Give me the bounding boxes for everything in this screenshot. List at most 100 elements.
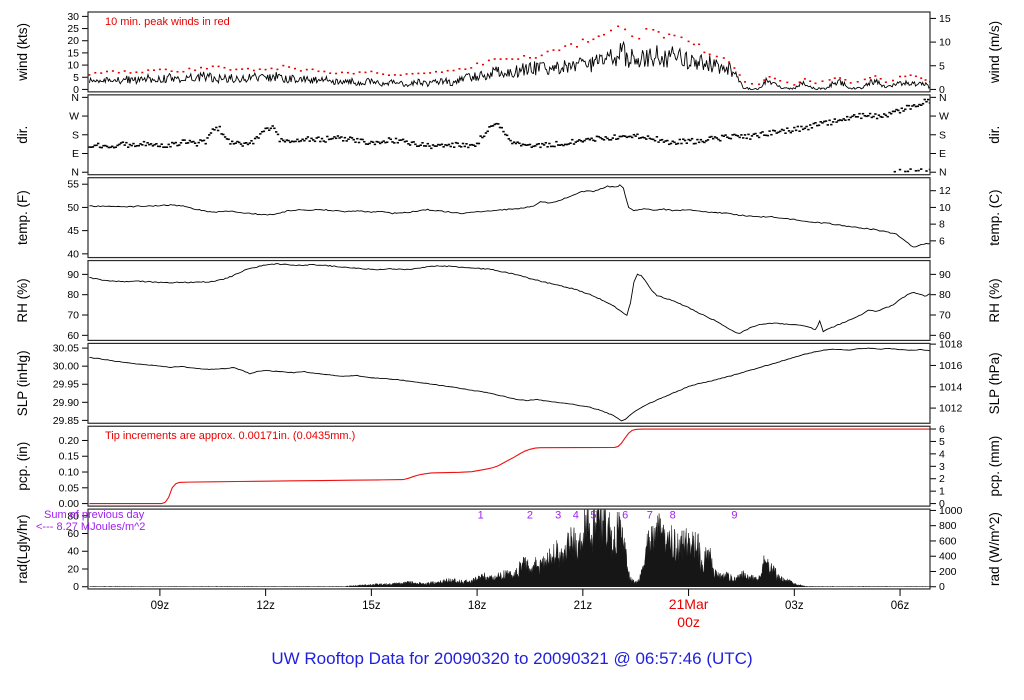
dir-point bbox=[391, 141, 394, 143]
x-tick-label: 12z bbox=[256, 600, 275, 612]
dir-point bbox=[634, 135, 637, 137]
dir-point bbox=[796, 125, 799, 128]
wind-point bbox=[435, 70, 437, 73]
dir-point bbox=[911, 105, 914, 107]
wind-point bbox=[904, 75, 907, 78]
dir-point bbox=[532, 145, 535, 148]
y-tick-label: 50 bbox=[67, 202, 79, 214]
dir-point bbox=[579, 140, 583, 142]
wind-point bbox=[914, 75, 917, 78]
wind-point bbox=[493, 58, 496, 60]
y-tick-label: 0.20 bbox=[59, 435, 80, 447]
y-tick-label: 29.95 bbox=[53, 379, 79, 391]
dir-point bbox=[313, 140, 317, 143]
wind-point bbox=[652, 29, 655, 31]
dir-point bbox=[907, 104, 911, 107]
wind-point bbox=[117, 71, 120, 74]
y-tick-label: 5 bbox=[939, 60, 945, 72]
wind-point bbox=[844, 79, 847, 81]
dir-point bbox=[898, 168, 902, 171]
dir-point bbox=[856, 116, 859, 118]
wind-point bbox=[299, 70, 302, 72]
panel-plot-area bbox=[89, 509, 930, 588]
wind-point bbox=[482, 63, 484, 66]
dir-point bbox=[169, 145, 172, 148]
dir-point bbox=[868, 112, 872, 115]
y-axis-label-right: SLP (hPa) bbox=[987, 352, 1002, 414]
wind-line-series bbox=[88, 40, 930, 91]
wind-point bbox=[147, 69, 150, 71]
dir-point bbox=[678, 138, 681, 141]
dir-point bbox=[627, 135, 630, 138]
dir-point bbox=[463, 145, 466, 148]
dir-point bbox=[146, 142, 149, 144]
dir-point bbox=[253, 137, 257, 140]
dir-point bbox=[220, 133, 223, 135]
y-tick-label: N bbox=[71, 92, 79, 104]
dir-point bbox=[507, 138, 510, 140]
rad-hour-marker: 5 bbox=[590, 510, 596, 522]
dir-point bbox=[326, 135, 329, 138]
dir-point bbox=[377, 141, 380, 143]
dir-point bbox=[188, 139, 192, 142]
dir-point bbox=[329, 138, 332, 140]
dir-point bbox=[483, 135, 486, 138]
y-tick-label: N bbox=[71, 167, 79, 179]
dir-point bbox=[581, 141, 584, 143]
dir-point bbox=[193, 142, 197, 144]
y-tick-label: 3 bbox=[939, 461, 945, 473]
wind-point bbox=[358, 71, 361, 73]
dir-point bbox=[909, 108, 912, 110]
dir-point bbox=[227, 138, 230, 141]
dir-point bbox=[583, 139, 586, 142]
dir-point bbox=[278, 140, 281, 143]
wind-point bbox=[429, 72, 432, 74]
panel-plot-area bbox=[89, 184, 930, 248]
dir-point bbox=[444, 144, 447, 146]
dir-point bbox=[296, 138, 299, 141]
y-tick-label: 90 bbox=[67, 269, 79, 281]
y-tick-label: 6 bbox=[939, 424, 945, 436]
dir-point bbox=[592, 139, 595, 142]
panel-plot-area bbox=[89, 263, 930, 334]
wind-point bbox=[703, 51, 706, 54]
dir-point bbox=[854, 116, 858, 118]
dir-point bbox=[107, 146, 110, 149]
dir-point bbox=[863, 115, 866, 117]
dir-point bbox=[648, 137, 651, 140]
dir-point bbox=[405, 140, 408, 142]
dir-point bbox=[692, 142, 696, 145]
wind-point bbox=[364, 71, 367, 74]
dir-point bbox=[498, 126, 502, 129]
dir-point bbox=[252, 142, 255, 145]
dir-point bbox=[625, 136, 629, 139]
dir-point bbox=[400, 139, 403, 141]
dir-point bbox=[414, 143, 417, 146]
dir-point bbox=[567, 143, 570, 145]
wind-point bbox=[305, 68, 308, 71]
y-tick-label: 15 bbox=[67, 47, 79, 59]
dir-point bbox=[435, 145, 438, 147]
dir-point bbox=[673, 141, 676, 144]
dir-point bbox=[683, 139, 687, 142]
wind-point bbox=[335, 72, 338, 75]
wind-point bbox=[909, 74, 912, 76]
dir-point bbox=[380, 141, 384, 144]
wind-point bbox=[793, 84, 796, 86]
dir-point bbox=[574, 141, 577, 143]
dir-point bbox=[225, 138, 229, 140]
dir-point bbox=[239, 143, 243, 145]
y-tick-label: 20 bbox=[67, 35, 79, 47]
dir-point bbox=[821, 122, 824, 124]
wind-point bbox=[576, 46, 578, 48]
dir-point bbox=[104, 144, 107, 147]
y-tick-label: 15 bbox=[939, 13, 951, 25]
dir-point bbox=[178, 144, 181, 146]
y-tick-label: 600 bbox=[939, 535, 957, 547]
dir-point bbox=[312, 139, 315, 141]
dir-point bbox=[384, 141, 387, 144]
dir-point bbox=[144, 144, 147, 147]
dir-point bbox=[904, 108, 907, 111]
x-axis: 09z 12z 15z 18z 21z 21Mar 00z 03z 06z bbox=[151, 588, 910, 630]
